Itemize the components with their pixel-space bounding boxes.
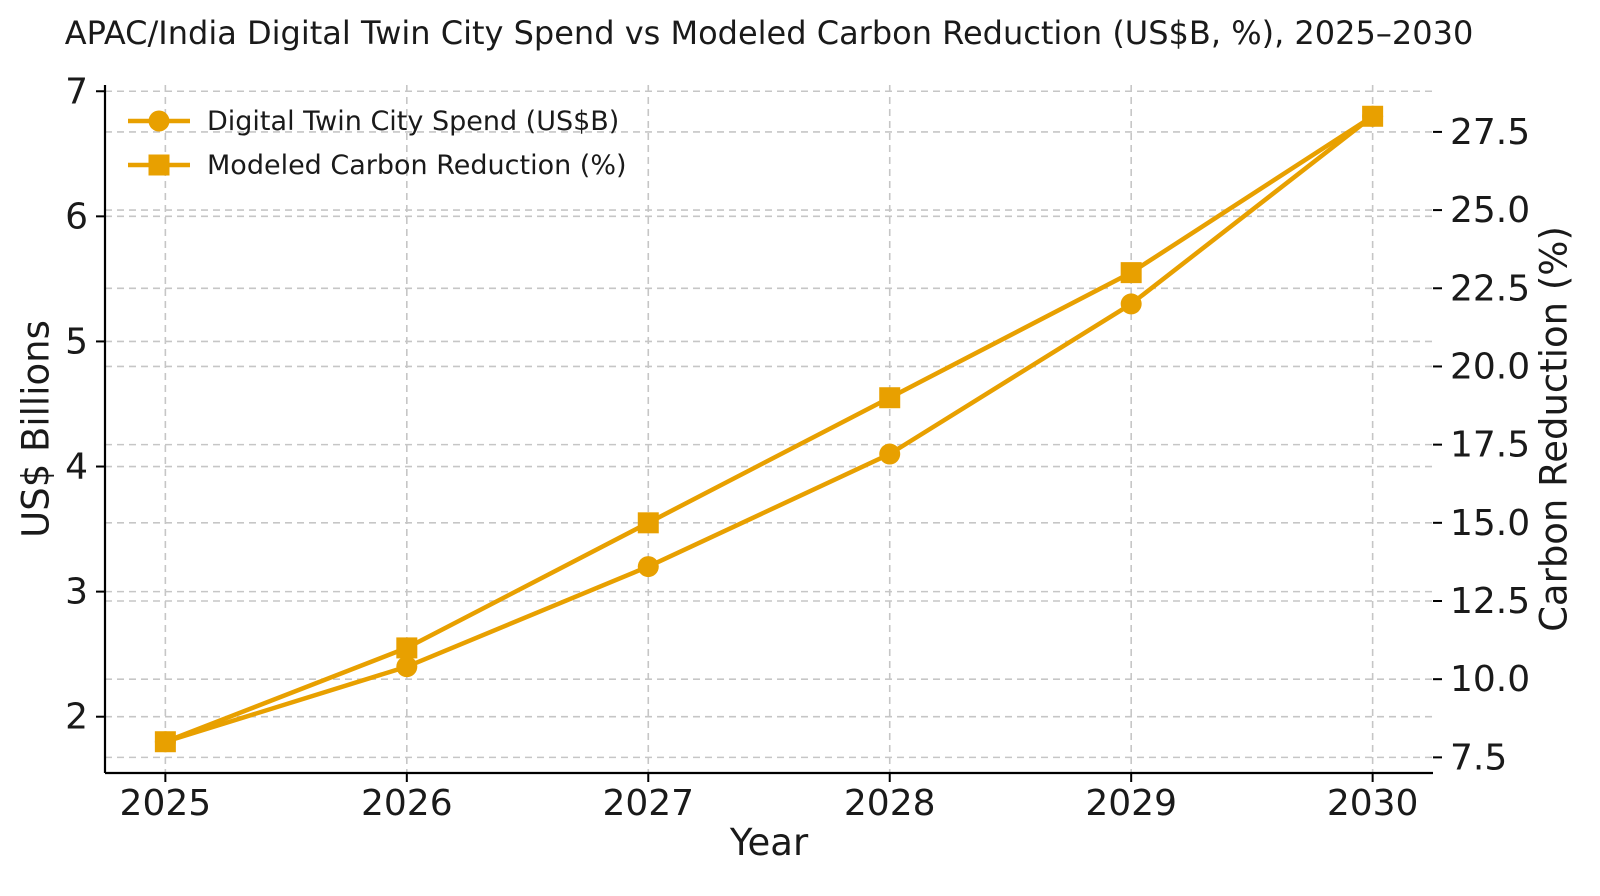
y-tick-label-right: 15.0 <box>1450 503 1530 544</box>
legend-line-square-icon <box>128 154 190 176</box>
y-tick-label-right: 10.0 <box>1450 659 1530 700</box>
data-point-circle <box>396 656 418 678</box>
y-tick-label-right: 27.5 <box>1450 112 1530 153</box>
x-tick-label: 2025 <box>120 783 212 824</box>
y-tick-label-right: 20.0 <box>1450 346 1530 387</box>
legend-label-carbon: Modeled Carbon Reduction (%) <box>207 149 627 181</box>
y-tick-label-left: 7 <box>65 71 88 112</box>
y-tick-label-left: 6 <box>65 196 88 237</box>
y-tick-label-left: 3 <box>65 572 88 613</box>
y-tick-label-left: 4 <box>65 447 88 488</box>
x-axis-label: Year <box>729 821 809 864</box>
x-tick-label: 2026 <box>361 783 453 824</box>
legend-item-spend: Digital Twin City Spend (US$B) <box>126 104 627 138</box>
data-point-square <box>396 637 418 659</box>
x-tick-label: 2030 <box>1327 783 1419 824</box>
y-tick-label-right: 22.5 <box>1450 268 1530 309</box>
x-tick-label: 2028 <box>844 783 936 824</box>
data-point-square <box>1120 262 1142 284</box>
y-tick-label-right: 12.5 <box>1450 581 1530 622</box>
y-axis-label-right: Carbon Reduction (%) <box>1532 226 1576 632</box>
legend-item-carbon: Modeled Carbon Reduction (%) <box>126 148 627 182</box>
series-line-circle <box>163 114 1375 744</box>
data-point-circle <box>879 443 901 465</box>
y-tick-label-left: 2 <box>65 697 88 738</box>
y-tick-label-right: 17.5 <box>1450 425 1530 466</box>
data-point-circle <box>637 556 659 578</box>
data-point-square <box>154 731 176 753</box>
chart-title: APAC/India Digital Twin City Spend vs Mo… <box>64 14 1474 52</box>
x-tick-label: 2029 <box>1085 783 1177 824</box>
y-tick-label-left: 5 <box>65 321 88 362</box>
legend-label-spend: Digital Twin City Spend (US$B) <box>207 105 620 137</box>
y-axis-label-left: US$ Billions <box>14 320 58 538</box>
data-point-square <box>637 512 659 534</box>
data-point-square <box>1362 105 1384 127</box>
data-point-square <box>879 387 901 409</box>
legend-line-circle-icon <box>128 110 190 132</box>
legend: Digital Twin City Spend (US$B) Modeled C… <box>126 104 627 182</box>
y-tick-label-right: 25.0 <box>1450 190 1530 231</box>
x-tick-label: 2027 <box>602 783 694 824</box>
data-point-circle <box>1120 293 1142 315</box>
y-tick-label-right: 7.5 <box>1450 737 1507 778</box>
series-line-square <box>163 114 1375 744</box>
